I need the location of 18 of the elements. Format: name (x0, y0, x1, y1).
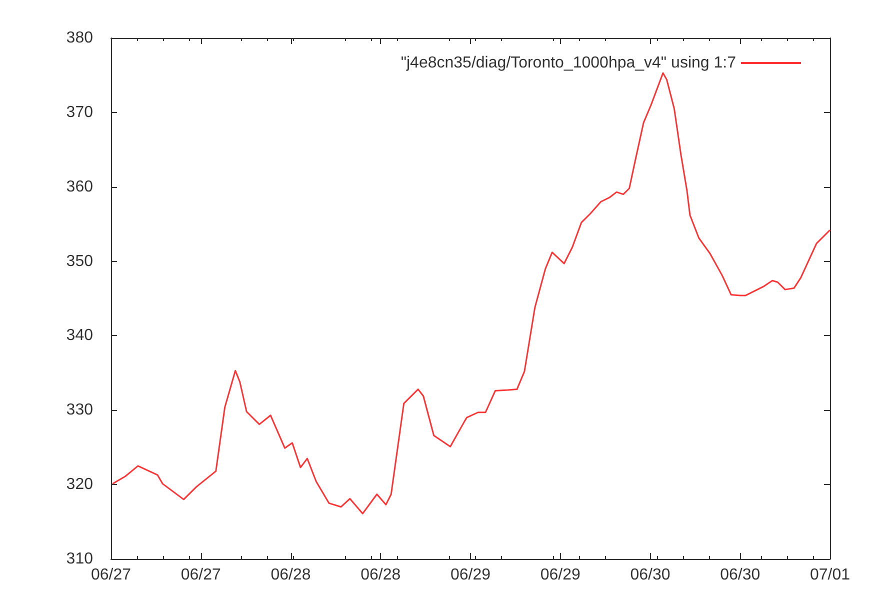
y-tick-label: 310 (66, 550, 94, 568)
x-tick-label: 06/28 (270, 566, 311, 584)
x-tick-label: 06/30 (720, 566, 760, 584)
x-tick-label: 06/27 (180, 566, 221, 584)
y-tick-label: 320 (66, 476, 94, 494)
x-tick-label: 07/01 (810, 566, 850, 584)
y-tick-label: 340 (66, 327, 94, 344)
x-tick-label: 06/30 (630, 566, 670, 584)
legend-label: "j4e8cn35/diag/Toronto_1000hpa_v4" using 1:7 (400, 54, 736, 72)
x-tick-label: 06/29 (450, 566, 491, 584)
x-tick-label: 06/27 (90, 566, 132, 584)
y-tick-label: 370 (66, 104, 94, 121)
y-tick-label: 350 (66, 252, 94, 270)
y-tick-label: 330 (66, 402, 94, 419)
y-tick-label: 360 (66, 178, 94, 196)
x-tick-label: 06/29 (540, 566, 580, 584)
y-tick-label: 380 (66, 30, 94, 46)
x-tick-label: 06/28 (360, 566, 401, 584)
